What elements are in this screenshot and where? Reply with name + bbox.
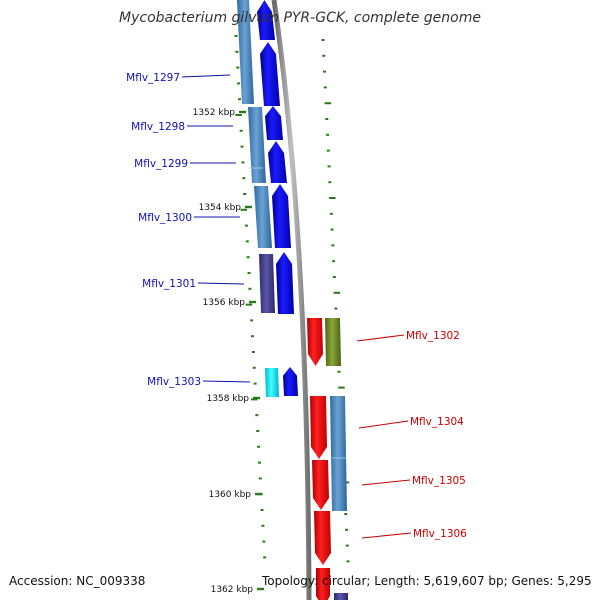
scale-label: 1360 kbp <box>209 490 252 500</box>
reverse-gene-arrow <box>307 318 323 366</box>
gene-feature-bar <box>254 186 272 248</box>
forward-gene-arrow <box>257 0 275 40</box>
scale-label: 1358 kbp <box>207 394 250 404</box>
gene-label[interactable]: Mflv_1300 <box>138 212 192 224</box>
gene-label[interactable]: Mflv_1302 <box>406 330 460 342</box>
gene-feature-bar <box>248 107 266 183</box>
gene-features <box>237 0 348 604</box>
gene-leader-line <box>202 380 251 383</box>
forward-gene-arrow <box>265 106 283 140</box>
gene-feature-bar <box>330 396 347 511</box>
gene-label[interactable]: Mflv_1297 <box>126 72 180 84</box>
reverse-gene-arrow <box>316 568 330 604</box>
scale-labels: 1352 kbp 1354 kbp 1356 kbp 1358 kbp 1360 kbp… <box>193 108 264 595</box>
gene-feature-bar <box>265 368 279 397</box>
gene-feature-bar <box>259 254 275 313</box>
gene-leader-line <box>361 479 411 486</box>
gene-leader-line <box>181 74 231 78</box>
gene-label[interactable]: Mflv_1301 <box>142 278 196 290</box>
reverse-gene-arrow <box>314 511 331 565</box>
forward-gene-arrow <box>268 141 287 183</box>
gene-leader-line <box>358 420 409 429</box>
gene-feature-bar <box>237 0 254 104</box>
gene-feature-bar <box>334 593 348 603</box>
gene-label[interactable]: Mflv_1304 <box>410 416 464 428</box>
forward-gene-arrow <box>272 184 291 248</box>
gene-label[interactable]: Mflv_1303 <box>147 376 201 388</box>
gene-label[interactable]: Mflv_1305 <box>412 475 466 487</box>
reverse-gene-arrow <box>312 460 329 510</box>
gene-label[interactable]: Mflv_1298 <box>131 121 185 133</box>
reverse-gene-arrow <box>310 396 327 459</box>
scale-label: 1352 kbp <box>193 108 236 118</box>
forward-gene-arrow <box>260 42 280 106</box>
genome-backbone <box>271 0 312 601</box>
genome-summary-text: Topology: circular; Length: 5,619,607 bp… <box>262 574 592 588</box>
forward-gene-arrow <box>276 252 294 314</box>
gene-label[interactable]: Mflv_1306 <box>413 528 467 540</box>
scale-label: 1354 kbp <box>199 203 242 213</box>
forward-gene-arrow <box>283 367 298 396</box>
gene-feature-bar <box>325 318 341 366</box>
gene-label[interactable]: Mflv_1299 <box>134 158 188 170</box>
map-title: Mycobacterium gilvum PYR-GCK, complete g… <box>119 10 481 26</box>
accession-text: Accession: NC_009338 <box>9 574 146 588</box>
scale-label: 1362 kbp <box>211 585 254 595</box>
gene-leader-line <box>356 334 405 342</box>
scale-label: 1356 kbp <box>203 298 246 308</box>
gene-labels: Mflv_1297 Mflv_1298 Mflv_1299 Mflv_1300 Mflv… <box>126 72 467 540</box>
gene-leader-line <box>197 282 245 285</box>
gene-leader-line <box>361 532 412 539</box>
